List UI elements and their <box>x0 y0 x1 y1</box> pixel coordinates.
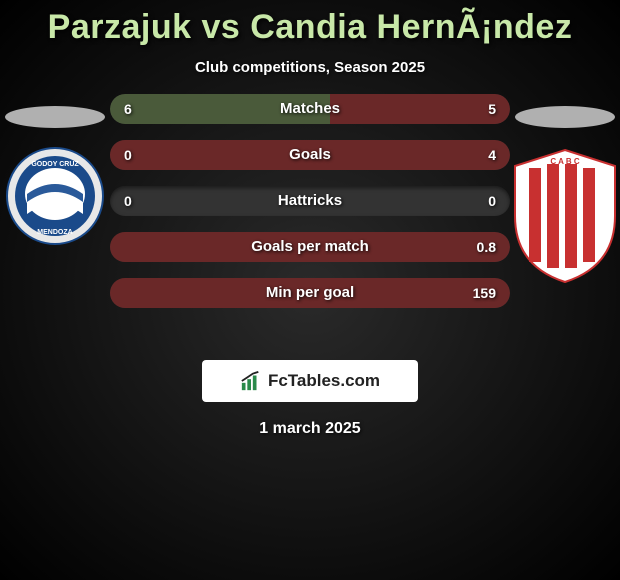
stat-value-right: 4 <box>488 140 496 170</box>
godoy-cruz-badge-icon: GODOY CRUZ MENDOZA <box>5 146 105 246</box>
right-club-logo: C A B C <box>505 146 620 291</box>
stat-label: Hattricks <box>110 186 510 216</box>
stat-value-right: 159 <box>473 278 496 308</box>
left-player-column: GODOY CRUZ MENDOZA <box>0 94 110 251</box>
bar-chart-icon <box>240 370 262 392</box>
stat-row: 6Matches5 <box>110 94 510 124</box>
stat-label: Goals <box>110 140 510 170</box>
comparison-title: Parzajuk vs Candia HernÃ¡ndez <box>0 0 620 47</box>
stat-value-right: 5 <box>488 94 496 124</box>
brand-text: FcTables.com <box>268 371 380 391</box>
right-player-silhouette <box>515 106 615 128</box>
stat-value-right: 0.8 <box>477 232 496 262</box>
comparison-subtitle: Club competitions, Season 2025 <box>0 59 620 76</box>
comparison-main: GODOY CRUZ MENDOZA C A B C 6Matches50Goa… <box>0 94 620 354</box>
svg-text:C A B C: C A B C <box>550 157 579 166</box>
barracas-badge-icon: C A B C <box>505 146 620 286</box>
stat-row: 0Goals4 <box>110 140 510 170</box>
stat-row: Min per goal159 <box>110 278 510 308</box>
fctables-brand-box: FcTables.com <box>202 360 418 402</box>
stat-label: Matches <box>110 94 510 124</box>
stat-label: Goals per match <box>110 232 510 262</box>
stats-container: 6Matches50Goals40Hattricks0Goals per mat… <box>110 94 510 324</box>
comparison-date: 1 march 2025 <box>0 420 620 438</box>
stat-value-right: 0 <box>488 186 496 216</box>
left-player-silhouette <box>5 106 105 128</box>
stat-row: 0Hattricks0 <box>110 186 510 216</box>
stat-label: Min per goal <box>110 278 510 308</box>
right-player-column: C A B C <box>510 94 620 291</box>
stat-row: Goals per match0.8 <box>110 232 510 262</box>
svg-text:GODOY CRUZ: GODOY CRUZ <box>31 161 79 168</box>
svg-text:MENDOZA: MENDOZA <box>37 229 72 236</box>
left-club-logo: GODOY CRUZ MENDOZA <box>5 146 105 251</box>
